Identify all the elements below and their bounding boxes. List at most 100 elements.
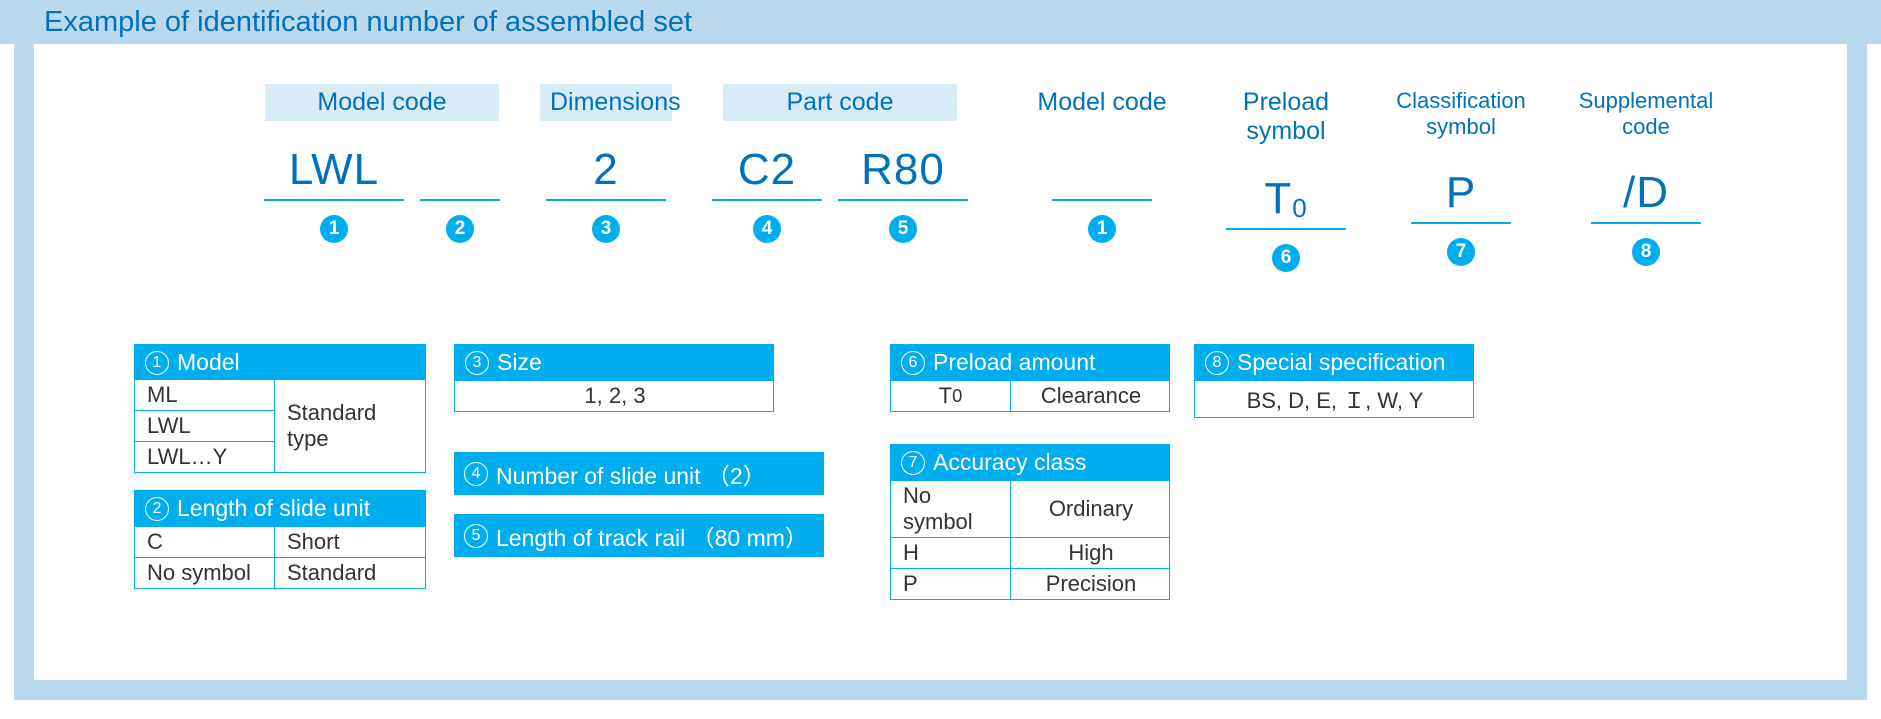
code-value <box>420 135 500 201</box>
page-title: Example of identification number of asse… <box>0 0 1881 44</box>
code-group: Dimensions23 <box>540 84 672 272</box>
code-group: Part code C2 4 R80 5 <box>712 84 968 272</box>
info-box-title: Model <box>177 349 240 376</box>
table-cell: BS, D, E, Ｉ, W, Y <box>1195 381 1475 417</box>
bullet-number: 1 <box>320 215 348 243</box>
bullet-number: 1 <box>1088 215 1116 243</box>
info-box-header: 5 Length of track rail （80 mm） <box>454 515 824 557</box>
info-box-header: 1 Model <box>135 345 425 380</box>
code-column: T0 6 <box>1226 150 1346 272</box>
table-row: 1, 2, 3 <box>455 380 773 411</box>
circled-number: 5 <box>464 524 488 548</box>
info-box-title: Number of slide unit （2） <box>496 457 766 491</box>
page: Example of identification number of asse… <box>0 0 1881 719</box>
info-box-header: 4 Number of slide unit （2） <box>454 453 824 495</box>
group-label: Part code <box>723 84 957 121</box>
table-cell: Clearance <box>1011 381 1171 411</box>
circled-number: 1 <box>145 351 169 375</box>
table-row: PPrecision <box>891 568 1169 599</box>
table-cell: Standard type <box>275 380 425 472</box>
circled-number: 7 <box>901 451 925 475</box>
code-value: /D <box>1591 158 1701 224</box>
bullet-number: 6 <box>1272 244 1300 272</box>
info-box-title: Preload amount <box>933 349 1095 376</box>
table-row: BS, D, E, Ｉ, W, Y <box>1195 380 1473 417</box>
code-group: Preload symbol T0 6 <box>1206 84 1366 272</box>
table-row: CShort <box>135 526 425 557</box>
info-box-accuracy-class: 7 Accuracy class No symbolOrdinaryHHighPPr… <box>890 444 1170 600</box>
table-cell: P <box>891 569 1011 599</box>
group-label: Model code <box>1028 84 1176 121</box>
code-group: Model code 1 <box>1028 84 1176 272</box>
info-box-title: Accuracy class <box>933 449 1086 476</box>
bullet-number: 5 <box>889 215 917 243</box>
content-frame: Model codeLWL1 2Dimensions23Part codeC24… <box>14 44 1867 700</box>
table-row: No symbolOrdinary <box>891 480 1169 537</box>
table-cell: Standard <box>275 558 427 588</box>
code-column: 1 <box>1052 121 1152 243</box>
info-box-title: Special specification <box>1237 349 1445 376</box>
table-cell: Ordinary <box>1011 481 1171 537</box>
info-box-title: Length of slide unit <box>177 495 370 522</box>
table-cell: No symbol <box>135 558 275 588</box>
group-label: Model code <box>265 84 499 121</box>
identification-code-row: Model codeLWL1 2Dimensions23Part codeC24… <box>264 84 1807 272</box>
info-box-length-slide-unit: 2 Length of slide unit CShortNo symbolStan… <box>134 490 426 589</box>
circled-number: 8 <box>1205 351 1229 375</box>
info-box-size: 3 Size 1, 2, 3 <box>454 344 774 412</box>
code-value: T0 <box>1226 164 1346 230</box>
table-row: No symbolStandard <box>135 557 425 588</box>
code-value <box>1052 135 1152 201</box>
code-value: R80 <box>838 135 968 201</box>
group-label: Dimensions <box>540 84 672 121</box>
info-box-header: 7 Accuracy class <box>891 445 1169 480</box>
code-column: R80 5 <box>838 121 968 243</box>
table-cell: C <box>135 527 275 557</box>
group-label: Supplemental code <box>1556 84 1736 144</box>
info-box-title: Size <box>497 349 542 376</box>
info-box-model: 1 Model MLLWLLWL…YStandard type <box>134 344 426 473</box>
code-column: 2 <box>420 121 500 243</box>
info-box-header: 2 Length of slide unit <box>135 491 425 526</box>
bullet-number: 8 <box>1632 238 1660 266</box>
table-cell: Precision <box>1011 569 1171 599</box>
bullet-number: 4 <box>753 215 781 243</box>
info-box-header: 3 Size <box>455 345 773 380</box>
code-group: Model code LWL 1 2 <box>264 84 500 272</box>
circled-number: 4 <box>464 462 488 486</box>
code-column: C2 4 <box>712 121 822 243</box>
table-row: HHigh <box>891 537 1169 568</box>
table-cell: ML <box>135 380 274 410</box>
code-value: P <box>1411 158 1511 224</box>
group-label: Classification symbol <box>1376 84 1546 144</box>
table-cell: No symbol <box>891 481 1011 537</box>
info-box-special-spec: 8 Special specification BS, D, E, Ｉ, W, Y <box>1194 344 1474 418</box>
table-row: T0Clearance <box>891 380 1169 411</box>
table-cell: LWL <box>135 410 274 441</box>
code-value: LWL <box>264 135 404 201</box>
table-cell: 1, 2, 3 <box>455 381 775 411</box>
code-value: C2 <box>712 135 822 201</box>
info-box-preload-amount: 6 Preload amount T0Clearance <box>890 344 1170 412</box>
circled-number: 2 <box>145 497 169 521</box>
bullet-number: 3 <box>592 215 620 243</box>
info-box-title: Length of track rail （80 mm） <box>496 519 808 553</box>
table-cell: High <box>1011 538 1171 568</box>
circled-number: 3 <box>465 351 489 375</box>
info-box-number-slide-unit: 4 Number of slide unit （2） <box>454 452 824 495</box>
code-column: LWL 1 <box>264 121 404 243</box>
code-value: 2 <box>546 135 666 201</box>
table-cell: T0 <box>891 381 1011 411</box>
code-group: Supplemental code/D 8 <box>1556 84 1736 272</box>
table-cell: Short <box>275 527 427 557</box>
circled-number: 6 <box>901 351 925 375</box>
table-cell: LWL…Y <box>135 441 274 472</box>
bullet-number: 2 <box>446 215 474 243</box>
code-column: P7 <box>1411 144 1511 266</box>
info-box-header: 6 Preload amount <box>891 345 1169 380</box>
bullet-number: 7 <box>1447 238 1475 266</box>
code-column: 23 <box>546 121 666 243</box>
info-box-length-track-rail: 5 Length of track rail （80 mm） <box>454 514 824 557</box>
group-label: Preload symbol <box>1206 84 1366 150</box>
code-column: /D 8 <box>1591 144 1701 266</box>
